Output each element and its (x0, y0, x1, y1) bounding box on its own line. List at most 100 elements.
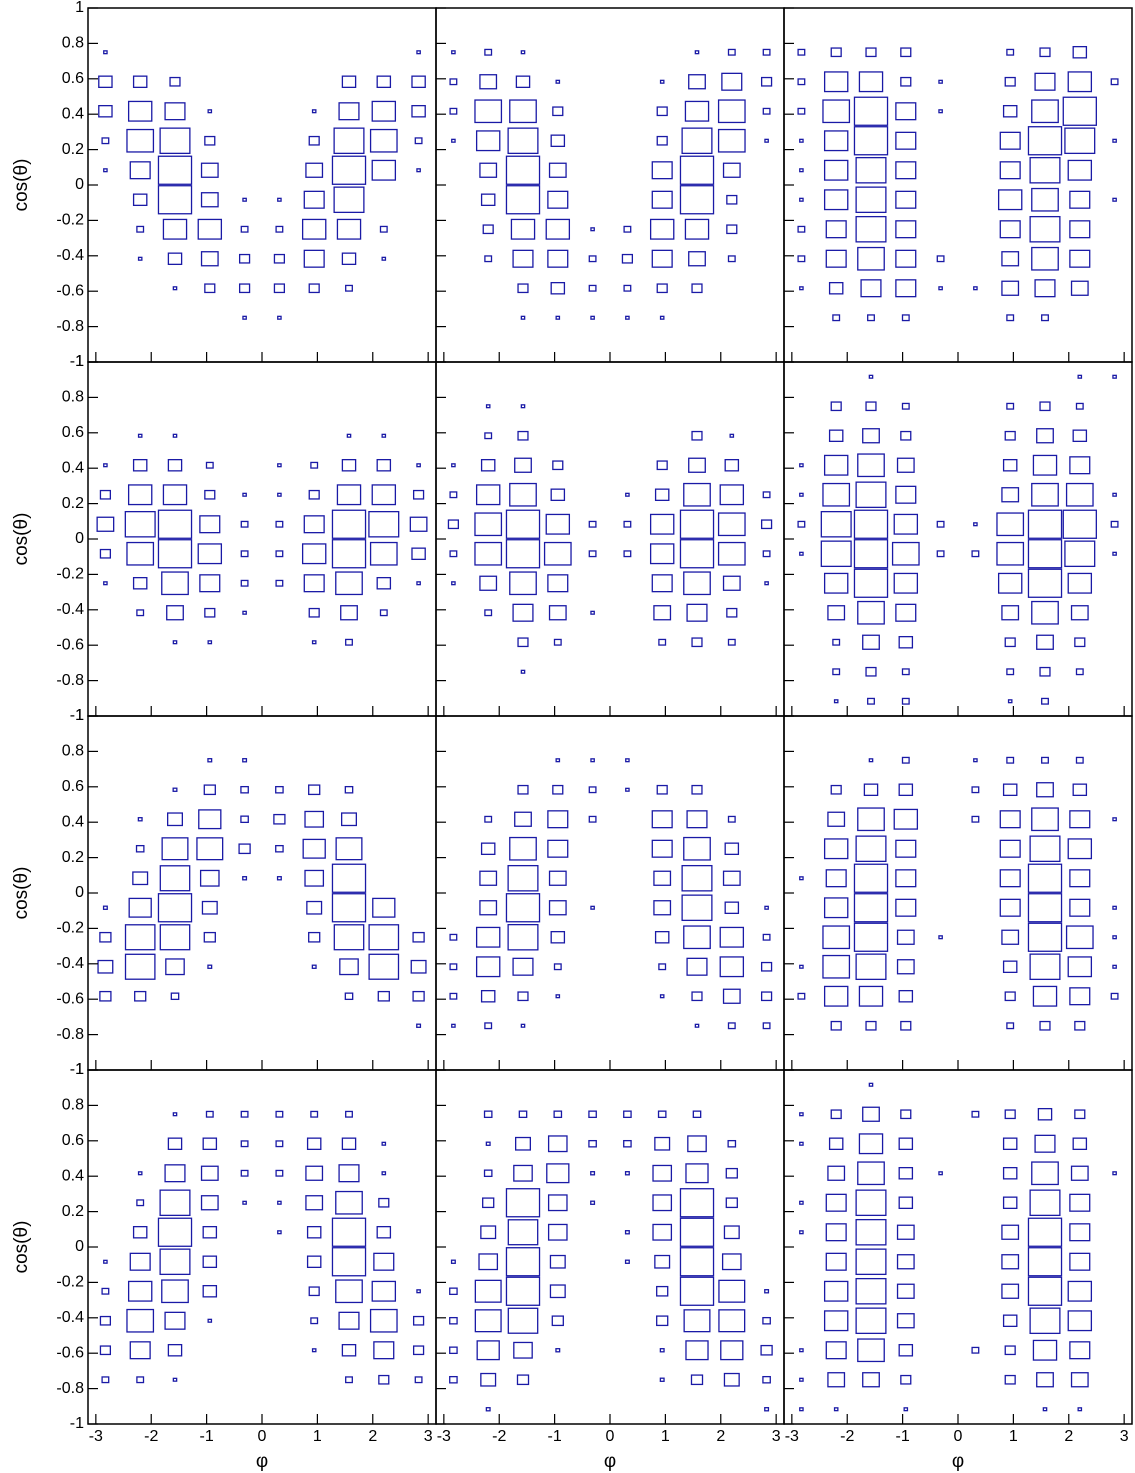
y-tick-label: -0.6 (56, 636, 84, 653)
bin-box (303, 515, 325, 534)
y-tick-label: -1 (70, 1415, 84, 1432)
bin-box (895, 249, 917, 268)
bin-box (760, 519, 773, 530)
bin-box (449, 1375, 458, 1384)
bin-box (1001, 1283, 1020, 1299)
bin-box (588, 284, 597, 292)
bin-box (551, 1315, 564, 1327)
bin-box (590, 1171, 596, 1176)
bin-box (1027, 509, 1063, 539)
bin-box (938, 1171, 943, 1176)
bin-box (369, 128, 398, 153)
bin-box (1067, 1280, 1093, 1302)
bin-box (333, 186, 365, 214)
bin-box (725, 1167, 738, 1179)
bin-box (449, 963, 458, 971)
bin-box (855, 953, 887, 981)
bin-box (164, 1311, 186, 1330)
bin-box (304, 869, 325, 887)
bin-box (999, 161, 1021, 180)
y-tick-label: 0.4 (62, 1167, 84, 1184)
bin-box (823, 897, 849, 919)
bin-box (341, 812, 357, 827)
bin-box (310, 1317, 319, 1325)
bin-box (681, 864, 713, 892)
bin-box (823, 454, 849, 476)
bin-box (1070, 1165, 1089, 1181)
bin-box (381, 256, 387, 261)
bin-box (240, 520, 249, 528)
bin-box (412, 931, 425, 943)
bin-box (505, 1247, 541, 1277)
bin-box (1036, 782, 1054, 798)
panel-frame (87, 1069, 437, 1425)
bin-box (547, 190, 569, 209)
bin-box (799, 463, 804, 468)
bin-box (275, 844, 284, 853)
bin-box (685, 1163, 709, 1184)
bin-box (513, 1164, 533, 1182)
bin-box (480, 193, 496, 207)
bin-box (936, 550, 945, 558)
bin-box (686, 957, 708, 976)
bin-box (895, 603, 917, 622)
bin-box (204, 135, 216, 146)
bin-box (727, 255, 736, 263)
bin-box (311, 1348, 317, 1353)
bin-box (799, 876, 804, 881)
panel-frame (435, 1069, 785, 1425)
y-tick-label: 1 (75, 1061, 84, 1078)
bin-box (308, 283, 320, 294)
y-tick-label: -0.2 (56, 920, 84, 937)
bin-box (901, 314, 910, 322)
bin-box (688, 457, 706, 473)
bin-box (516, 1374, 530, 1386)
bin-box (722, 575, 741, 591)
bin-box (276, 876, 282, 881)
bin-box (1062, 96, 1097, 126)
bin-box (1034, 72, 1056, 91)
bin-box (623, 1110, 632, 1119)
bin-box (242, 315, 247, 320)
bin-box (938, 935, 943, 940)
bin-box (799, 286, 804, 291)
bin-box (517, 637, 529, 648)
bin-box (971, 815, 980, 823)
bin-box (656, 1315, 669, 1327)
bin-box (718, 1309, 746, 1333)
bin-box (103, 463, 108, 468)
bin-box (411, 104, 426, 118)
bin-box (973, 522, 978, 527)
bin-box (451, 463, 456, 468)
bin-box (718, 1279, 746, 1303)
bin-box (1034, 1134, 1056, 1153)
bin-box (412, 489, 425, 500)
bin-box (242, 197, 247, 202)
bin-box (157, 1217, 193, 1247)
bin-box (832, 314, 841, 322)
panel-frame (87, 361, 437, 717)
x-tick-label: 3 (772, 1428, 781, 1445)
bin-box (855, 481, 887, 509)
bin-box (331, 155, 367, 185)
bin-box (308, 1286, 320, 1297)
bin-box (132, 576, 148, 590)
bin-box (717, 512, 746, 537)
bin-box (900, 430, 912, 441)
bin-box (681, 127, 713, 155)
bin-box (199, 515, 221, 534)
bin-box (200, 1165, 219, 1181)
bin-box (799, 1141, 804, 1146)
bin-box (505, 185, 541, 215)
y-tick-label: 0 (75, 1238, 84, 1255)
bin-box (204, 489, 216, 500)
bin-box (832, 638, 841, 646)
bin-box (898, 1137, 914, 1151)
bin-box (855, 186, 887, 214)
bin-box (485, 1407, 491, 1412)
bin-box (1042, 1407, 1048, 1412)
bin-box (1004, 76, 1016, 87)
bin-box (103, 50, 108, 55)
bin-box (896, 1283, 915, 1299)
bin-box (474, 1309, 502, 1333)
